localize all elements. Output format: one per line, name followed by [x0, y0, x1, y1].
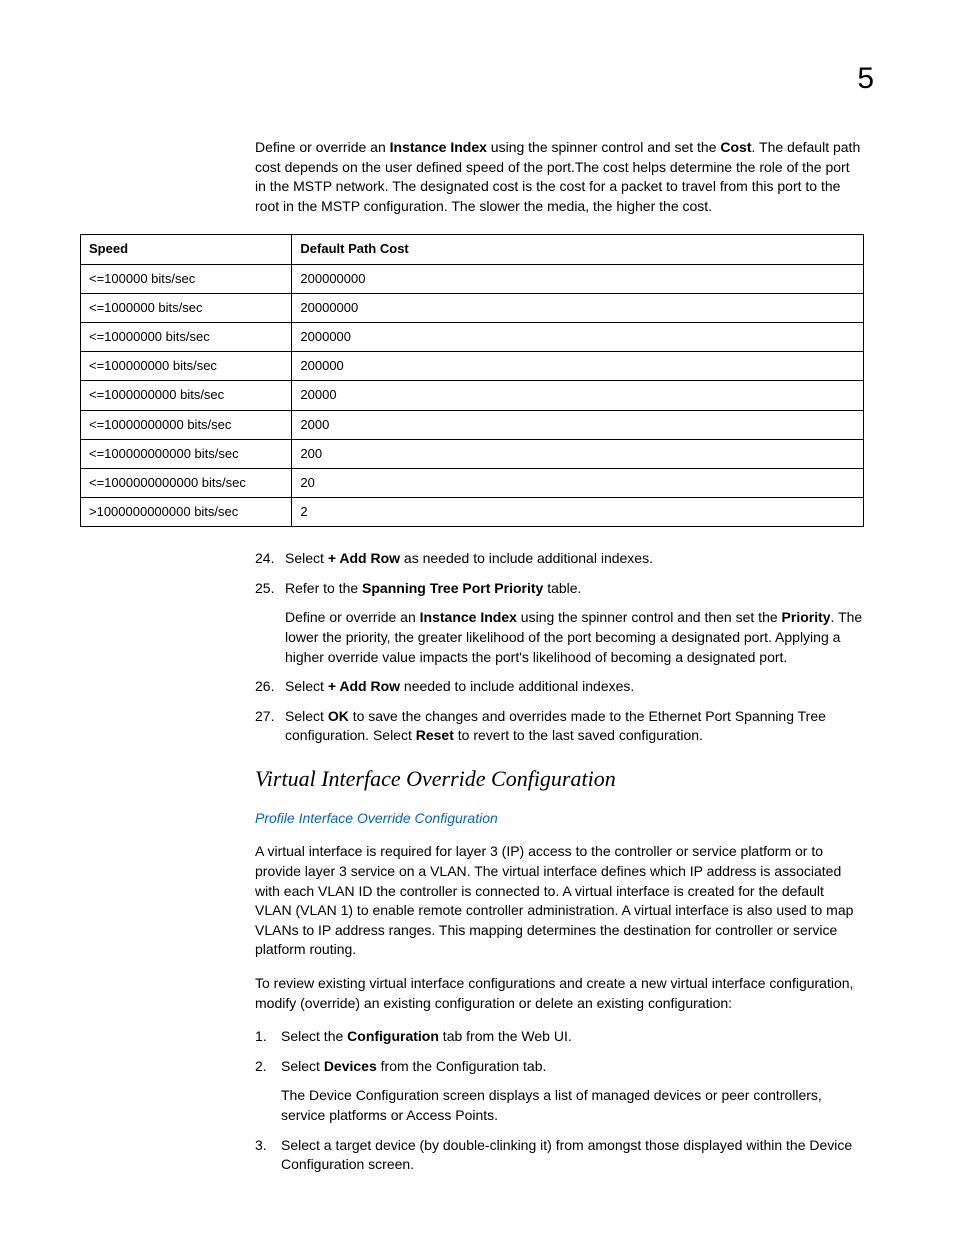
bold-reset: Reset — [416, 727, 454, 743]
step-body: Select a target device (by double-clinki… — [281, 1136, 864, 1175]
text: to revert to the last saved configuratio… — [454, 727, 703, 743]
text: using the spinner control and set the — [487, 139, 720, 155]
step-27: 27. Select OK to save the changes and ov… — [255, 707, 864, 746]
bold-add-row: + Add Row — [328, 550, 400, 566]
step-2: 2. Select Devices from the Configuration… — [255, 1057, 864, 1126]
bold-configuration: Configuration — [347, 1028, 439, 1044]
step-body: Refer to the Spanning Tree Port Priority… — [285, 579, 864, 667]
cell-speed: <=100000000 bits/sec — [81, 352, 292, 381]
step-body: Select the Configuration tab from the We… — [281, 1027, 864, 1047]
step-number: 27. — [255, 707, 285, 746]
step-subtext: The Device Configuration screen displays… — [281, 1086, 864, 1125]
text: tab from the Web UI. — [439, 1028, 572, 1044]
table-row: <=10000000000 bits/sec2000 — [81, 410, 864, 439]
step-26: 26. Select + Add Row needed to include a… — [255, 677, 864, 697]
cell-speed: <=1000000 bits/sec — [81, 293, 292, 322]
table-row: <=100000 bits/sec200000000 — [81, 264, 864, 293]
text: Select — [285, 678, 328, 694]
path-cost-table: Speed Default Path Cost <=100000 bits/se… — [80, 234, 864, 527]
step-3: 3. Select a target device (by double-cli… — [255, 1136, 864, 1175]
table-row: <=100000000000 bits/sec200 — [81, 439, 864, 468]
table-row: >1000000000000 bits/sec2 — [81, 498, 864, 527]
bold-instance-index: Instance Index — [390, 139, 487, 155]
step-number: 24. — [255, 549, 285, 569]
header-cost: Default Path Cost — [292, 235, 864, 264]
cell-speed: <=10000000 bits/sec — [81, 322, 292, 351]
cell-cost: 2 — [292, 498, 864, 527]
header-speed: Speed — [81, 235, 292, 264]
text: Define or override an — [285, 609, 420, 625]
step-body: Select OK to save the changes and overri… — [285, 707, 864, 746]
step-1: 1. Select the Configuration tab from the… — [255, 1027, 864, 1047]
step-24: 24. Select + Add Row as needed to includ… — [255, 549, 864, 569]
bold-cost: Cost — [720, 139, 751, 155]
table-row: <=10000000 bits/sec2000000 — [81, 322, 864, 351]
text: Select — [285, 708, 328, 724]
text: using the spinner control and then set t… — [517, 609, 782, 625]
cell-cost: 2000 — [292, 410, 864, 439]
table-row: <=1000000 bits/sec20000000 — [81, 293, 864, 322]
bold-instance-index: Instance Index — [420, 609, 517, 625]
cell-speed: <=100000 bits/sec — [81, 264, 292, 293]
table-row: <=1000000000000 bits/sec20 — [81, 468, 864, 497]
cell-cost: 200000000 — [292, 264, 864, 293]
body-paragraph-2: To review existing virtual interface con… — [255, 974, 864, 1013]
cell-cost: 20000 — [292, 381, 864, 410]
numbered-list-lower: 1. Select the Configuration tab from the… — [255, 1027, 864, 1175]
body-paragraph-1: A virtual interface is required for laye… — [255, 842, 864, 960]
step-number: 25. — [255, 579, 285, 667]
step-25: 25. Refer to the Spanning Tree Port Prio… — [255, 579, 864, 667]
cell-cost: 200 — [292, 439, 864, 468]
step-subtext: Define or override an Instance Index usi… — [285, 608, 864, 667]
page-number: 5 — [857, 58, 874, 100]
text: Select — [285, 550, 328, 566]
table-row: <=1000000000 bits/sec20000 — [81, 381, 864, 410]
cell-speed: <=100000000000 bits/sec — [81, 439, 292, 468]
section-heading: Virtual Interface Override Configuration — [255, 764, 864, 795]
cell-speed: <=1000000000 bits/sec — [81, 381, 292, 410]
table-header-row: Speed Default Path Cost — [81, 235, 864, 264]
step-number: 3. — [255, 1136, 281, 1175]
profile-link[interactable]: Profile Interface Override Configuration — [255, 809, 864, 829]
cell-cost: 2000000 — [292, 322, 864, 351]
step-number: 1. — [255, 1027, 281, 1047]
bold-devices: Devices — [324, 1058, 377, 1074]
bold-add-row: + Add Row — [328, 678, 400, 694]
cell-speed: <=1000000000000 bits/sec — [81, 468, 292, 497]
intro-paragraph: Define or override an Instance Index usi… — [255, 138, 864, 216]
cell-speed: >1000000000000 bits/sec — [81, 498, 292, 527]
step-body: Select Devices from the Configuration ta… — [281, 1057, 864, 1126]
text: as needed to include additional indexes. — [400, 550, 653, 566]
step-body: Select + Add Row needed to include addit… — [285, 677, 864, 697]
step-number: 26. — [255, 677, 285, 697]
bold-ok: OK — [328, 708, 349, 724]
text: Define or override an — [255, 139, 390, 155]
cell-cost: 20000000 — [292, 293, 864, 322]
bold-priority: Priority — [782, 609, 831, 625]
text: Select — [281, 1058, 324, 1074]
text: table. — [543, 580, 581, 596]
cell-cost: 20 — [292, 468, 864, 497]
text: from the Configuration tab. — [377, 1058, 547, 1074]
step-number: 2. — [255, 1057, 281, 1126]
cell-speed: <=10000000000 bits/sec — [81, 410, 292, 439]
page-content: Define or override an Instance Index usi… — [80, 138, 864, 1185]
step-body: Select + Add Row as needed to include ad… — [285, 549, 864, 569]
text: Refer to the — [285, 580, 362, 596]
table-row: <=100000000 bits/sec200000 — [81, 352, 864, 381]
cell-cost: 200000 — [292, 352, 864, 381]
numbered-list-upper: 24. Select + Add Row as needed to includ… — [255, 549, 864, 746]
text: Select the — [281, 1028, 347, 1044]
bold-spanning-tree: Spanning Tree Port Priority — [362, 580, 543, 596]
text: needed to include additional indexes. — [400, 678, 634, 694]
